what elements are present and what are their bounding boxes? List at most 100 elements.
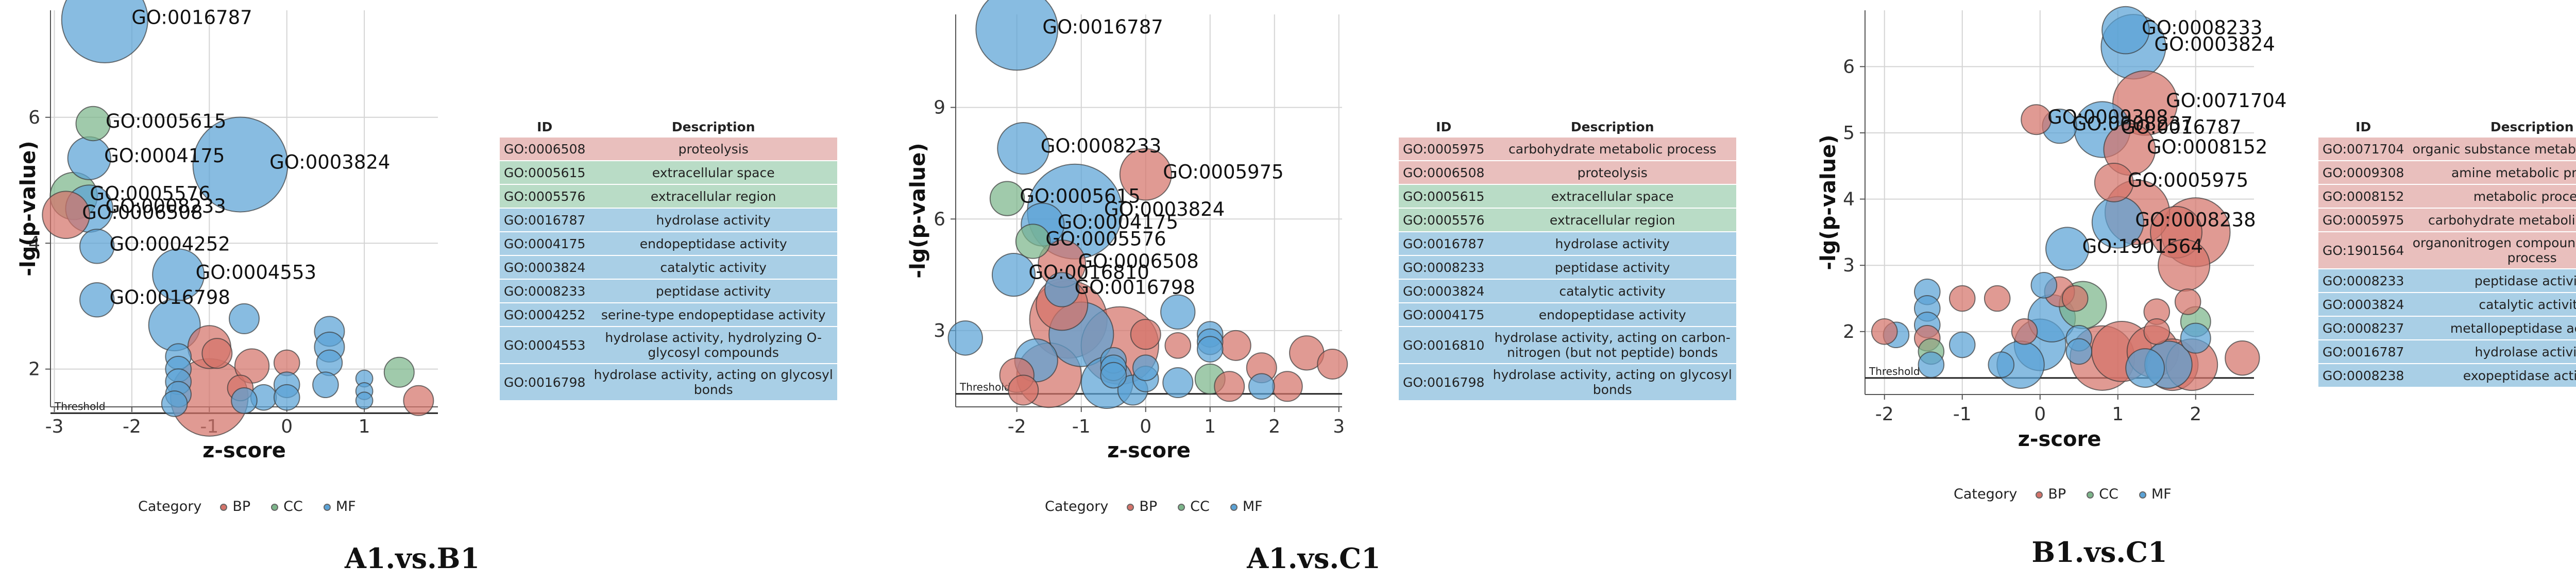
go-description-cell: peptidase activity — [589, 279, 837, 303]
term-bubble — [1196, 336, 1224, 363]
term-bubble — [1871, 318, 1898, 345]
term-bubble — [1948, 331, 1976, 358]
term-label: GO:0005975 — [2128, 169, 2248, 191]
go-id-cell: GO:0016798 — [1399, 364, 1489, 401]
go-id-cell: GO:0009308 — [2318, 161, 2409, 185]
x-tick-label: 0 — [2034, 404, 2046, 425]
go-id-cell: GO:0005576 — [1399, 208, 1489, 232]
legend-label: CC — [1190, 499, 1210, 515]
go-description-cell: endopeptidase activity — [589, 232, 837, 256]
term-label: GO:0003824 — [1104, 198, 1225, 220]
term-label: GO:0005615 — [1020, 185, 1140, 208]
term-label: GO:0004175 — [1058, 211, 1178, 233]
term-bubble — [2065, 338, 2093, 365]
term-label: GO:0008238 — [2135, 209, 2256, 231]
term-bubble — [231, 387, 258, 414]
table-row: GO:0004252 serine-type endopeptidase acti… — [500, 303, 837, 327]
term-bubble — [1162, 367, 1194, 399]
y-tick-label: 5 — [1843, 123, 1855, 144]
term-bubble — [1272, 371, 1303, 402]
term-bubble — [947, 320, 983, 356]
chart-panel-3: -2 -1 0 1 2 2 3 4 5 6 z-score -lg(p-value) Threshold… — [1817, 6, 2286, 451]
term-bubble — [1220, 330, 1251, 361]
table-row: GO:0004175 endopeptidase activity — [500, 232, 837, 256]
table-row: GO:0005576 extracellular region — [1399, 208, 1736, 232]
go-id-cell: GO:0016787 — [2318, 340, 2409, 364]
term-bubble — [2180, 322, 2211, 354]
table-row: GO:0003824 catalytic activity — [2318, 293, 2576, 317]
go-id-cell: GO:0005615 — [500, 161, 590, 185]
go-id-cell: GO:0071704 — [2318, 138, 2409, 161]
legend-item-cc: CC — [1178, 499, 1210, 515]
legend-item-bp: BP — [220, 499, 250, 515]
legend-item-bp: BP — [2036, 486, 2066, 502]
table-row: GO:0006508 proteolysis — [500, 138, 837, 161]
term-label: GO:0005576 — [1045, 228, 1166, 250]
go-description-cell: catalytic activity — [2408, 293, 2576, 317]
term-label: GO:0016787 — [2121, 116, 2241, 139]
x-tick-label: 2 — [1268, 416, 1280, 437]
term-bubble — [2143, 318, 2171, 345]
x-tick-label: 3 — [1333, 416, 1345, 437]
labeled-term-bubble — [2021, 104, 2052, 135]
go-id-cell: GO:0004252 — [500, 303, 590, 327]
go-description-cell: proteolysis — [589, 138, 837, 161]
go-id-cell: GO:0008233 — [1399, 255, 1489, 280]
go-description-cell: organic substance metabolic process — [2408, 138, 2576, 161]
legend-title: Category — [138, 499, 202, 515]
term-bubble — [383, 356, 415, 388]
term-bubble — [355, 391, 374, 410]
go-description-cell: serine-type endopeptidase activity — [589, 303, 837, 327]
category-legend: Category BP CC MF — [138, 499, 368, 515]
labeled-term-bubble — [42, 191, 90, 239]
term-label: GO:0008233 — [1041, 135, 1161, 157]
y-tick-label: 6 — [1843, 56, 1855, 77]
go-description-cell: hydrolase activity — [589, 208, 837, 232]
labeled-term-bubble — [997, 122, 1050, 175]
x-tick-label: -3 — [45, 416, 64, 437]
labeled-term-bubble — [75, 106, 111, 142]
legend-swatch — [220, 504, 228, 511]
x-tick-label: 0 — [1140, 416, 1151, 437]
term-bubble — [1948, 285, 1976, 312]
table-row: GO:0016798 hydrolase activity, acting on … — [500, 364, 837, 401]
x-tick-label: -2 — [1008, 416, 1026, 437]
legend-label: MF — [1242, 499, 1263, 515]
panel-title: A1.vs.C1 — [1247, 542, 1381, 575]
x-tick-label: 1 — [1204, 416, 1216, 437]
go-id-cell: GO:0016787 — [500, 208, 590, 232]
go-id-cell: GO:0006508 — [1399, 161, 1489, 185]
term-label: GO:0008152 — [2147, 136, 2267, 158]
term-bubble — [1132, 354, 1159, 381]
y-tick-label: 3 — [1843, 255, 1855, 276]
go-description-cell: extracellular space — [589, 161, 837, 185]
table-row: GO:0016810 hydrolase activity, acting on … — [1399, 327, 1736, 364]
x-tick-label: 1 — [359, 416, 370, 437]
term-bubble — [316, 349, 343, 376]
y-tick-label: 2 — [1843, 321, 1855, 342]
labeled-term-bubble — [989, 181, 1025, 216]
term-bubble — [229, 303, 260, 334]
labeled-term-bubble — [2094, 163, 2134, 202]
panel-title: A1.vs.B1 — [344, 542, 480, 575]
go-id-cell: GO:0004175 — [1399, 303, 1489, 327]
table-row: GO:0005615 extracellular space — [500, 161, 837, 185]
term-bubble — [2011, 318, 2038, 345]
y-axis-label: -lg(p-value) — [1817, 134, 1840, 270]
term-bubble — [2061, 285, 2089, 312]
term-label: GO:0016810 — [1028, 262, 1149, 284]
x-tick-label: -1 — [1953, 404, 1972, 425]
term-label: GO:0004252 — [110, 233, 230, 255]
term-bubble — [2030, 271, 2058, 299]
chart-panel-1: -3-2-101246z-score-lg(p-value)ThresholdG… — [16, 0, 438, 462]
legend-title: Category — [1045, 499, 1109, 515]
term-label: GO:0016787 — [1042, 16, 1163, 38]
panel-title: B1.vs.C1 — [2031, 536, 2167, 569]
labeled-term-bubble — [61, 0, 148, 63]
go-table-1: ID Description GO:0006508 proteolysis GO:000… — [500, 116, 837, 401]
